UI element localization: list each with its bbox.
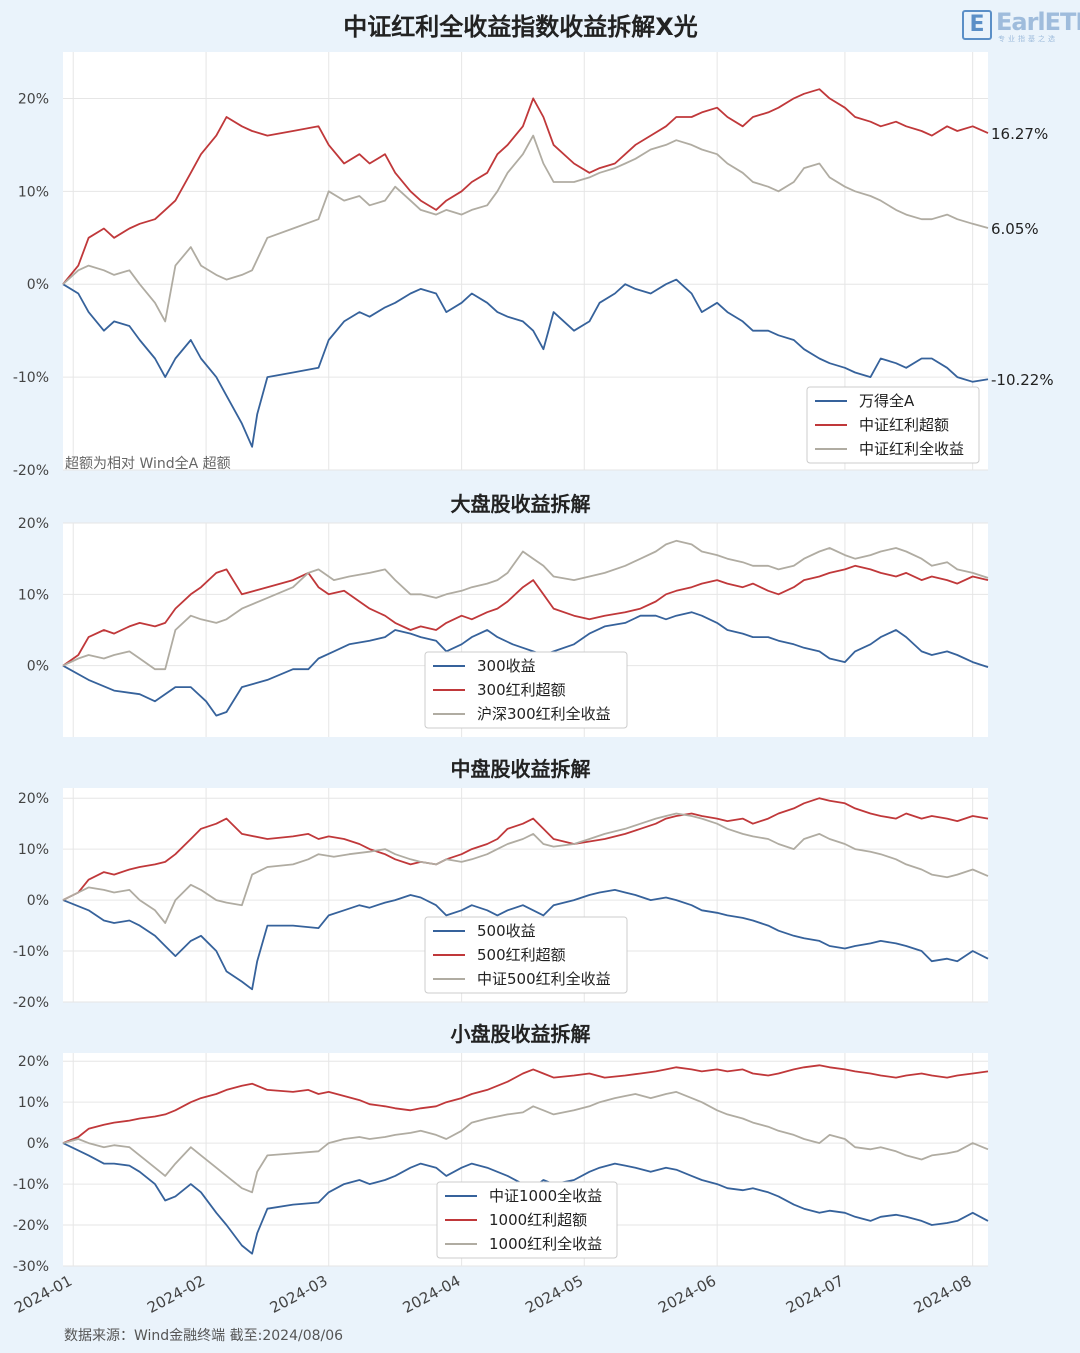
x-tick-label: 2024-08 xyxy=(911,1272,975,1317)
chart-title: 小盘股收益拆解 xyxy=(451,1022,591,1046)
y-tick-label: 0% xyxy=(27,659,49,675)
y-tick-label: 0% xyxy=(27,277,49,293)
legend-box xyxy=(424,651,628,729)
chart-panel-4: 小盘股收益拆解 20% 10% 0% -10% -20% -30% 中证1000全收益 1000… xyxy=(11,1022,989,1317)
y-tick-label: -20% xyxy=(13,463,49,479)
y-tick-label: 20% xyxy=(18,791,49,807)
y-tick-label: 10% xyxy=(18,184,49,200)
legend-entry: 1000红利全收益 xyxy=(489,1235,602,1253)
series-line-3 xyxy=(62,812,989,924)
series-line-3 xyxy=(62,134,989,323)
y-tick-label: -10% xyxy=(13,944,49,960)
legend-entry: 中证红利全收益 xyxy=(859,440,964,458)
series-line-2 xyxy=(62,564,989,667)
y-tick-label: -30% xyxy=(13,1259,49,1275)
chart-panel-3: 中盘股收益拆解 20% 10% 0% -10% -20% 500收益 500红利超额中证500… xyxy=(13,757,989,1011)
legend-entry: 沪深300红利全收益 xyxy=(477,705,611,723)
x-tick-label: 2024-07 xyxy=(783,1272,847,1317)
chart-title: 中盘股收益拆解 xyxy=(451,757,591,781)
x-tick-label: 2024-01 xyxy=(11,1272,75,1317)
logo-mark: E xyxy=(962,10,992,40)
series-line-2 xyxy=(62,797,989,901)
end-value-label: 6.05% xyxy=(991,220,1039,238)
data-source-note: 数据来源：Wind金融终端 截至:2024/08/06 xyxy=(64,1328,343,1344)
y-tick-label: -20% xyxy=(13,1218,49,1234)
series-line-1 xyxy=(62,278,989,448)
legend-entry: 中证1000全收益 xyxy=(489,1187,602,1205)
y-tick-label: 0% xyxy=(27,893,49,909)
legend-entry: 500收益 xyxy=(477,922,536,940)
x-tick-label: 2024-02 xyxy=(144,1272,208,1317)
series-line-1 xyxy=(62,611,989,717)
x-tick-label: 2024-05 xyxy=(522,1272,586,1317)
y-tick-label: -10% xyxy=(13,370,49,386)
legend-entry: 万得全A xyxy=(859,392,915,410)
series-line-3 xyxy=(62,1091,989,1194)
series-line-1 xyxy=(62,889,989,991)
series-line-2 xyxy=(62,88,989,285)
chart-title: 大盘股收益拆解 xyxy=(451,492,591,516)
end-value-label: 16.27% xyxy=(991,125,1048,143)
y-tick-label: 20% xyxy=(18,1054,49,1070)
chart-title: 中证红利全收益指数收益拆解X光 xyxy=(343,13,698,41)
y-tick-label: 10% xyxy=(18,1095,49,1111)
series-line-2 xyxy=(62,1064,989,1144)
end-value-label: -10.22% xyxy=(991,371,1054,389)
legend-entry: 300红利超额 xyxy=(477,681,566,699)
legend-entry: 1000红利超额 xyxy=(489,1211,587,1229)
logo-subtitle: 专业指基之选 xyxy=(998,35,1058,43)
legend-box xyxy=(806,386,980,464)
earletf-logo: E EarlETF 专业指基之选 xyxy=(962,8,1080,44)
x-tick-label: 2024-03 xyxy=(267,1272,331,1317)
logo-text: EarlETF xyxy=(996,8,1080,36)
x-tick-label: 2024-06 xyxy=(655,1272,719,1317)
chart-note: 超额为相对 Wind全A 超额 xyxy=(65,455,231,472)
legend-entry: 中证红利超额 xyxy=(859,416,949,434)
legend-entry: 300收益 xyxy=(477,657,536,675)
legend-box xyxy=(436,1181,618,1259)
series-line-3 xyxy=(62,539,989,671)
y-tick-label: 10% xyxy=(18,842,49,858)
y-tick-label: 0% xyxy=(27,1136,49,1152)
chart-panel-1: 中证红利全收益指数收益拆解X光 20% 10% 0% -10% -20% 16.27% 6.0… xyxy=(13,13,1054,479)
legend: 中证1000全收益 1000红利超额 1000红利全收益 xyxy=(436,1181,618,1259)
y-tick-label: 20% xyxy=(18,516,49,532)
y-tick-label: -10% xyxy=(13,1177,49,1193)
x-tick-label: 2024-04 xyxy=(400,1272,464,1317)
legend-entry: 中证500红利全收益 xyxy=(477,970,611,988)
legend-box xyxy=(424,916,628,994)
y-tick-label: 20% xyxy=(18,91,49,107)
y-tick-label: 10% xyxy=(18,587,49,603)
y-tick-label: -20% xyxy=(13,995,49,1011)
legend-entry: 500红利超额 xyxy=(477,946,566,964)
